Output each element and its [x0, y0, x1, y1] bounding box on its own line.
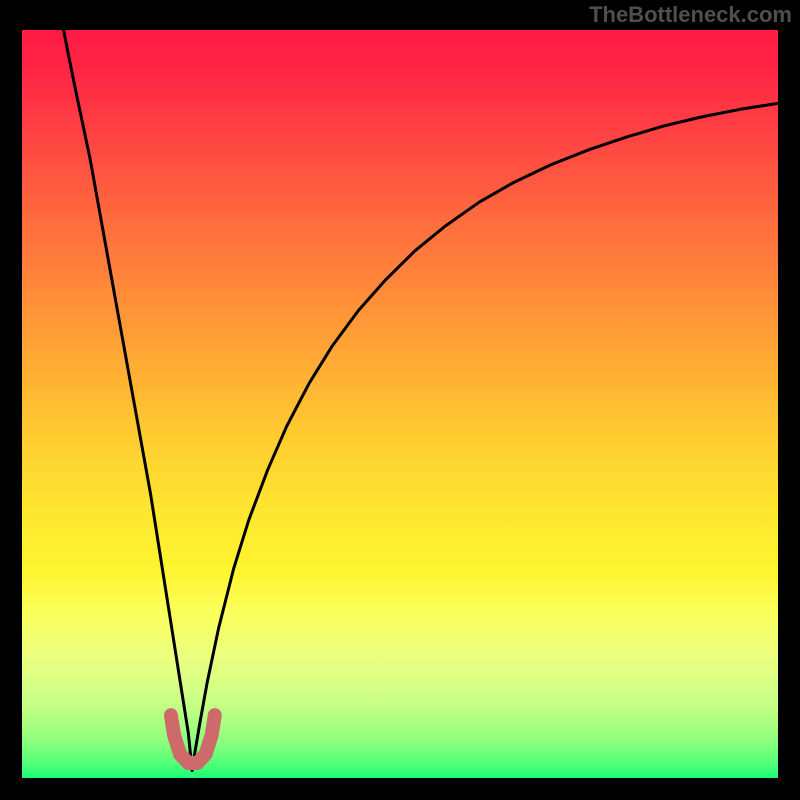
chart-root: TheBottleneck.com — [0, 0, 800, 800]
bottleneck-chart-svg — [0, 0, 800, 800]
watermark-text: TheBottleneck.com — [589, 2, 792, 28]
